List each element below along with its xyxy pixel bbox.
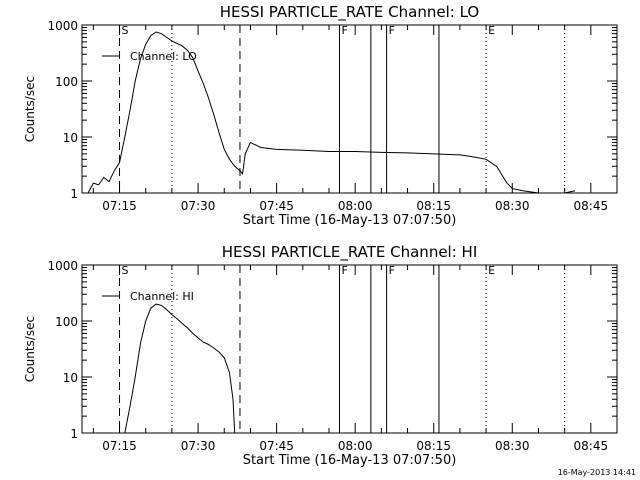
x-tick-label: 08:00: [338, 439, 373, 453]
y-axis-label: Counts/sec: [23, 316, 37, 382]
x-tick-label: 07:45: [259, 199, 294, 213]
event-marker-label: S: [122, 264, 129, 277]
y-tick-label: 1: [70, 187, 78, 201]
x-tick-label: 08:45: [574, 439, 609, 453]
y-tick-label: 1000: [47, 19, 78, 33]
plot-frame: [81, 24, 618, 194]
x-tick-label: 07:30: [181, 439, 216, 453]
chart-panel-1: HESSI PARTICLE_RATE Channel: LO Counts/se…: [23, 3, 618, 228]
y-tick-label: 100: [55, 75, 78, 89]
y-tick-label: 100: [55, 315, 78, 329]
plot-frame: [81, 264, 618, 434]
chart-panel-2: HESSI PARTICLE_RATE Channel: HI Counts/se…: [23, 243, 636, 477]
x-tick-label: 08:15: [416, 439, 451, 453]
event-marker-label: F: [389, 24, 395, 37]
x-axis-label: Start Time (16-May-13 07:07:50): [243, 213, 457, 228]
event-marker-label: F: [341, 264, 347, 277]
x-tick-label: 08:45: [574, 199, 609, 213]
x-tick-label: 08:30: [495, 199, 530, 213]
x-tick-label: 07:15: [102, 199, 137, 213]
event-marker-label: E: [488, 24, 495, 37]
y-tick-label: 10: [63, 371, 78, 385]
x-tick-label: 07:30: [181, 199, 216, 213]
event-marker-label: F: [389, 264, 395, 277]
event-marker-label: F: [341, 24, 347, 37]
x-tick-label: 07:45: [259, 439, 294, 453]
event-marker-label: E: [488, 264, 495, 277]
x-tick-label: 07:15: [102, 439, 137, 453]
chart-title: HESSI PARTICLE_RATE Channel: LO: [220, 3, 479, 22]
y-tick-label: 1: [70, 427, 78, 441]
x-tick-label: 08:15: [416, 199, 451, 213]
y-tick-label: 10: [63, 131, 78, 145]
event-marker-label: S: [122, 24, 129, 37]
series-line: [124, 303, 236, 434]
legend-label: Channel: HI: [130, 290, 194, 303]
x-tick-label: 08:00: [338, 199, 373, 213]
x-tick-label: 08:30: [495, 439, 530, 453]
y-axis-label: Counts/sec: [23, 76, 37, 142]
y-tick-label: 1000: [47, 259, 78, 273]
series-line: [87, 31, 576, 194]
x-axis-label: Start Time (16-May-13 07:07:50): [243, 453, 457, 468]
chart-title: HESSI PARTICLE_RATE Channel: HI: [222, 243, 478, 262]
timestamp-stamp: 16-May-2013 14:41: [558, 468, 636, 477]
legend-label: Channel: LO: [130, 50, 197, 63]
